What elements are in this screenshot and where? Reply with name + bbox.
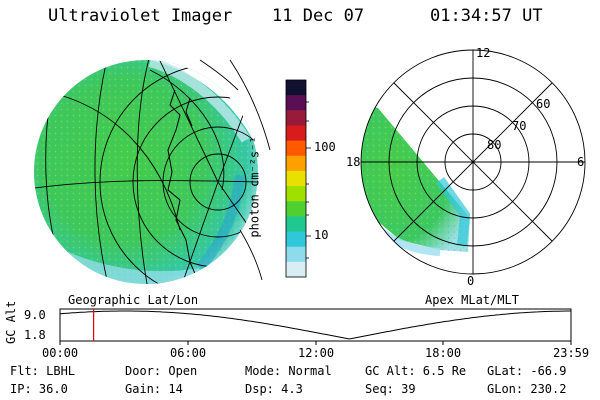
colorbar-band (286, 246, 306, 263)
status-flt: Flt: LBHL (10, 364, 76, 378)
colorbar-band (286, 186, 306, 202)
colorbar-band (286, 110, 306, 127)
orbit-ylabel: GC Alt (4, 300, 18, 344)
status-glat: GLat: -66.9 (487, 364, 567, 378)
status-glon: GLon: 230.2 (487, 382, 567, 396)
apex-lat-70: 70 (512, 119, 527, 133)
colorbar-tick-100: 100 (314, 140, 336, 154)
orbit-plot (59, 308, 572, 345)
orbit-ytick-low: 1.8 (24, 328, 46, 342)
apex-lat-60: 60 (536, 97, 551, 111)
status-seq: Seq: 39 (365, 382, 416, 396)
orbit-ytick-high: 9.0 (24, 308, 46, 322)
colorbar-band (286, 216, 306, 233)
status-door: Door: Open (125, 364, 198, 378)
orbit-xtick-0000: 00:00 (42, 346, 79, 360)
apex-lat-80: 80 (487, 138, 502, 152)
colorbar-band (286, 95, 306, 111)
date-label: 11 Dec 07 (272, 6, 365, 26)
status-dsp: Dsp: 4.3 (245, 382, 303, 396)
colorbar-band (286, 231, 306, 248)
apex-mlt-12: 12 (476, 46, 491, 60)
status-gcalt: GC Alt: 6.5 Re (365, 364, 467, 378)
status-ip: IP: 36.0 (10, 382, 68, 396)
colorbar-band (286, 201, 306, 217)
colorbar-band (286, 140, 306, 157)
geo-image (34, 59, 271, 284)
orbit-xtick-2359: 23:59 (553, 346, 590, 360)
apex-mlt-0: 0 (467, 274, 475, 288)
colorbar-band (286, 155, 306, 172)
orbit-xtick-1200: 12:00 (298, 346, 335, 360)
instrument-title: Ultraviolet Imager (48, 6, 233, 26)
colorbar-unit-label: photon cm⁻²s⁻¹ (247, 136, 262, 238)
apex-panel-label: Apex MLat/MLT (425, 293, 519, 307)
orbit-xtick-0600: 06:00 (170, 346, 207, 360)
time-label: 01:34:57 UT (430, 6, 543, 26)
geo-panel-label: Geographic Lat/Lon (68, 293, 199, 307)
orbit-xtick-1800: 18:00 (425, 346, 462, 360)
colorbar (285, 79, 311, 278)
colorbar-band (286, 125, 306, 142)
colorbar-band (286, 170, 306, 187)
status-mode: Mode: Normal (245, 364, 332, 378)
colorbar-band (286, 261, 306, 278)
apex-mlt-18: 18 (346, 155, 361, 169)
colorbar-tick-10: 10 (314, 228, 329, 242)
apex-image (360, 49, 586, 275)
status-gain: Gain: 14 (125, 382, 183, 396)
colorbar-band (286, 80, 306, 96)
apex-mlt-6: 6 (577, 155, 585, 169)
